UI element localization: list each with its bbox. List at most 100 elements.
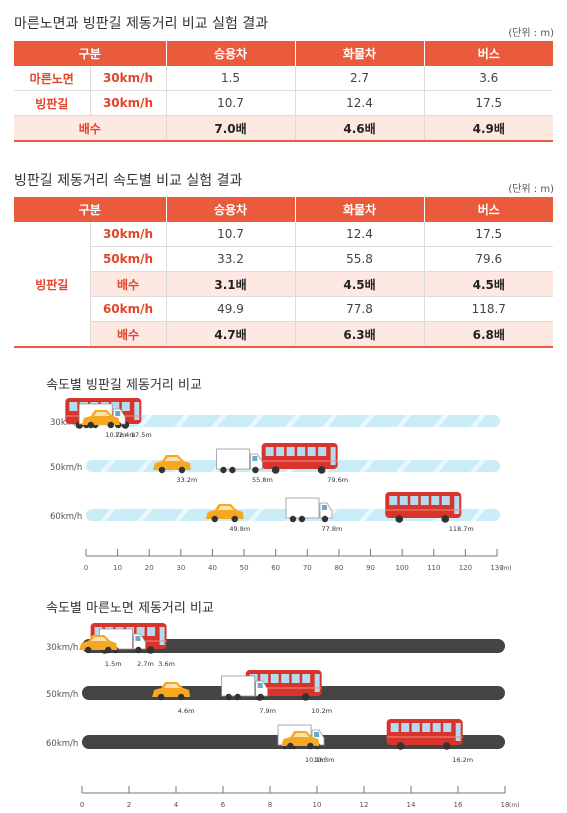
ratio-label: 배수 bbox=[14, 115, 166, 142]
distance-label: 10.2m bbox=[311, 707, 332, 715]
table2-header: 버스 bbox=[423, 197, 553, 222]
table-cell: 55.8 bbox=[294, 246, 424, 272]
road-stripe bbox=[248, 509, 264, 521]
road-stripe bbox=[137, 509, 153, 521]
road-stripe bbox=[359, 460, 375, 472]
row-speed: 배수 bbox=[89, 321, 166, 348]
x-tick-label: 0 bbox=[84, 564, 88, 572]
x-tick-label: 60 bbox=[271, 564, 280, 572]
table-row: 50km/h 33.2 55.8 79.6 bbox=[14, 246, 553, 272]
table-cell: 49.9 bbox=[165, 296, 295, 322]
speed-label: 60km/h bbox=[50, 512, 82, 522]
x-tick-label: 8 bbox=[268, 801, 272, 809]
distance-label: 10.3m bbox=[314, 756, 335, 764]
x-tick-label: 130 bbox=[490, 564, 503, 572]
chart2-dry-braking: 30km/h 1.5m 2.7m 3.6m 50km/h 4.6m 7.9m 10.2m 60k… bbox=[46, 623, 520, 809]
x-tick-label: 30 bbox=[176, 564, 185, 572]
distance-label: 79.6m bbox=[327, 476, 348, 484]
speed-label: 30km/h bbox=[46, 643, 78, 653]
x-tick-label: 70 bbox=[303, 564, 312, 572]
bus-icon bbox=[386, 719, 463, 750]
table1-header-row: 구분 승용차 화물차 버스 bbox=[14, 41, 553, 66]
table-cell: 6.8배 bbox=[423, 321, 553, 348]
table-cell: 12.4 bbox=[294, 90, 424, 116]
distance-label: 4.6m bbox=[178, 707, 195, 715]
table-row-ratio: 배수 3.1배 4.5배 4.5배 bbox=[14, 271, 553, 297]
x-tick-label: 50 bbox=[240, 564, 249, 572]
distance-label: 2.7m bbox=[137, 660, 154, 668]
road-stripe bbox=[100, 460, 116, 472]
road-stripe bbox=[285, 415, 301, 427]
chart2-title: 속도별 마른노면 제동거리 비교 bbox=[46, 601, 214, 616]
distance-label: 1.5m bbox=[105, 660, 122, 668]
distance-label: 33.2m bbox=[177, 476, 198, 484]
distance-label: 17.5m bbox=[131, 431, 152, 439]
road-stripe bbox=[359, 509, 375, 521]
distance-label: 10.1m bbox=[305, 756, 326, 764]
table-cell: 17.5 bbox=[423, 222, 553, 247]
table1: 구분 승용차 화물차 버스 마른노면 30km/h 1.5 2.7 3.6 빙판… bbox=[14, 41, 553, 142]
distance-label: 77.8m bbox=[322, 525, 343, 533]
table-cell: 10.7 bbox=[165, 222, 295, 247]
x-tick-label: 10 bbox=[113, 564, 122, 572]
x-tick-label: 10 bbox=[313, 801, 322, 809]
x-tick-label: 18 bbox=[501, 801, 510, 809]
x-tick-label: 16 bbox=[454, 801, 463, 809]
road-stripe bbox=[433, 460, 449, 472]
road-stripe bbox=[211, 415, 227, 427]
table-cell: 1.5 bbox=[165, 66, 295, 91]
distance-label: 16.2m bbox=[452, 756, 473, 764]
x-tick-label: 80 bbox=[334, 564, 343, 572]
row-speed: 30km/h bbox=[89, 90, 166, 116]
x-unit-label: (m) bbox=[501, 565, 512, 572]
bus-icon bbox=[385, 492, 462, 523]
distance-label: 118.7m bbox=[449, 525, 474, 533]
truck-icon bbox=[285, 497, 333, 523]
road-stripe bbox=[470, 509, 486, 521]
distance-label: 49.9m bbox=[229, 525, 250, 533]
table-cell: 4.6배 bbox=[294, 115, 424, 142]
table2-header: 승용차 bbox=[165, 197, 295, 222]
distance-label: 7.9m bbox=[259, 707, 276, 715]
speed-label: 50km/h bbox=[50, 463, 82, 473]
x-tick-label: 14 bbox=[407, 801, 416, 809]
road-stripe bbox=[322, 415, 338, 427]
table-cell: 12.4 bbox=[294, 222, 424, 247]
car-icon bbox=[281, 731, 320, 750]
table-row: 60km/h 49.9 77.8 118.7 bbox=[14, 296, 553, 322]
x-tick-label: 40 bbox=[208, 564, 217, 572]
table1-header: 구분 bbox=[14, 41, 166, 66]
row-speed: 배수 bbox=[89, 271, 166, 297]
table2-unit: (단위 : m) bbox=[508, 184, 554, 195]
table-cell: 118.7 bbox=[423, 296, 553, 322]
table-cell: 7.0배 bbox=[165, 115, 295, 142]
x-tick-label: 0 bbox=[80, 801, 84, 809]
row-label: 빙판길 bbox=[14, 90, 90, 116]
table-cell: 4.7배 bbox=[165, 321, 295, 348]
table2: 구분 승용차 화물차 버스 빙판길 30km/h 10.7 12.4 17.5 … bbox=[14, 197, 553, 348]
road-stripe bbox=[174, 509, 190, 521]
row-speed: 30km/h bbox=[89, 222, 166, 247]
x-tick-label: 6 bbox=[221, 801, 226, 809]
table-cell: 10.7 bbox=[165, 90, 295, 116]
group-label: 빙판길 bbox=[14, 222, 90, 348]
truck-icon bbox=[221, 675, 269, 701]
road-stripe bbox=[470, 460, 486, 472]
x-tick-label: 90 bbox=[366, 564, 375, 572]
road-stripe bbox=[137, 460, 153, 472]
table-cell: 6.3배 bbox=[294, 321, 424, 348]
table-row: 마른노면 30km/h 1.5 2.7 3.6 bbox=[14, 66, 553, 91]
row-speed: 60km/h bbox=[89, 296, 166, 322]
distance-label: 12.4m bbox=[115, 431, 136, 439]
road-stripe bbox=[396, 415, 412, 427]
table-cell: 3.1배 bbox=[165, 271, 295, 297]
car-icon bbox=[205, 504, 244, 523]
car-icon bbox=[79, 635, 118, 654]
table-cell: 3.6 bbox=[423, 66, 553, 91]
table2-header-row: 구분 승용차 화물차 버스 bbox=[14, 197, 553, 222]
table1-header: 승용차 bbox=[165, 41, 295, 66]
speed-label: 60km/h bbox=[46, 739, 78, 749]
table2-header: 화물차 bbox=[294, 197, 424, 222]
truck-icon bbox=[216, 448, 263, 474]
table-cell: 4.5배 bbox=[423, 271, 553, 297]
